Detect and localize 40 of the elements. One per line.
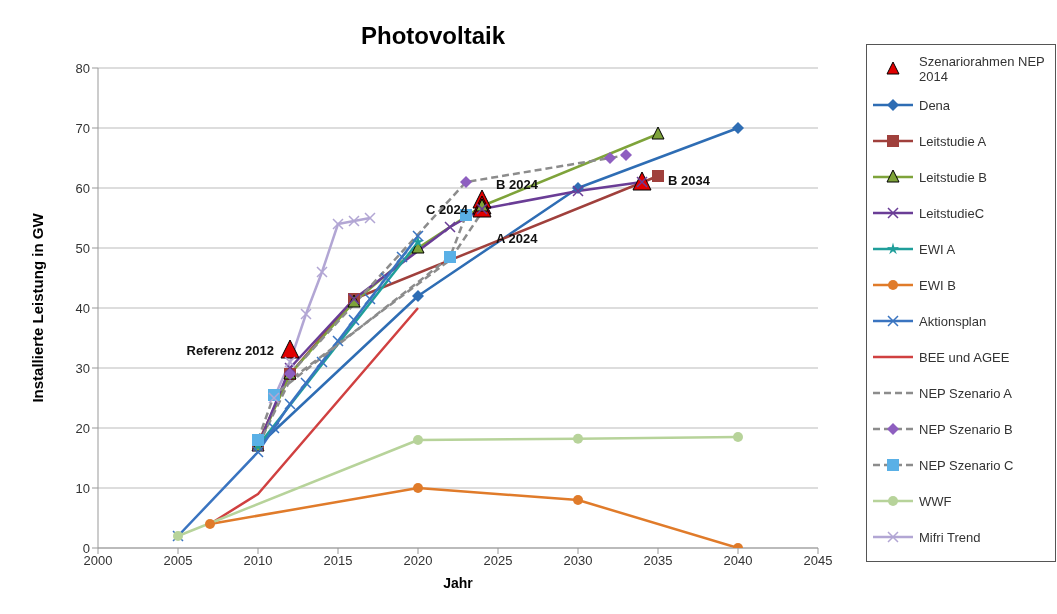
y-tick-label: 10	[75, 480, 90, 496]
legend-label: EWI B	[919, 277, 956, 293]
x-tick-label: 2000	[83, 553, 113, 569]
y-tick-label: 60	[75, 180, 90, 196]
x-tick-label: 2005	[163, 553, 193, 569]
y-tick-label: 30	[75, 360, 90, 376]
x-tick-label: 2040	[723, 553, 753, 569]
legend-label: EWI A	[919, 241, 956, 257]
y-axis-title: Installierte Leistung in GW	[29, 212, 47, 403]
chart-title: Photovoltaik	[360, 21, 506, 50]
legend-label: Aktionsplan	[919, 313, 987, 329]
y-tick-label: 20	[75, 420, 90, 436]
y-tick-label: 0	[82, 540, 90, 556]
x-tick-label: 2020	[403, 553, 433, 569]
annotation: Referenz 2012	[186, 342, 274, 358]
y-tick-label: 40	[75, 300, 90, 316]
y-tick-label: 70	[75, 120, 90, 136]
y-tick-label: 50	[75, 240, 90, 256]
legend-label: Dena	[919, 97, 951, 113]
annotation: C 2024	[426, 201, 469, 217]
x-tick-label: 2045	[803, 553, 833, 569]
x-axis-title: Jahr	[443, 575, 474, 591]
x-tick-label: 2035	[643, 553, 673, 569]
legend-label: Mifri Trend	[919, 529, 981, 545]
x-tick-label: 2015	[323, 553, 353, 569]
legend-label: BEE und AGEE	[919, 349, 1010, 365]
legend-label: Szenariorahmen NEP 2014	[919, 54, 1046, 84]
x-tick-label: 2030	[563, 553, 593, 569]
legend-label: NEP Szenario A	[919, 385, 1012, 401]
x-tick-label: 2025	[483, 553, 513, 569]
legend-label: NEP Szenario C	[919, 457, 1014, 473]
legend-label: Leitstudie A	[919, 133, 987, 149]
legend-label: Leitstudie B	[919, 169, 987, 185]
legend-label: NEP Szenario B	[919, 421, 1013, 437]
annotation: B 2034	[668, 172, 711, 188]
legend-label: WWF	[919, 493, 952, 509]
annotation: B 2024	[496, 176, 539, 192]
y-tick-label: 80	[75, 60, 90, 76]
x-tick-label: 2010	[243, 553, 273, 569]
legend-label: LeitstudieC	[919, 205, 985, 221]
